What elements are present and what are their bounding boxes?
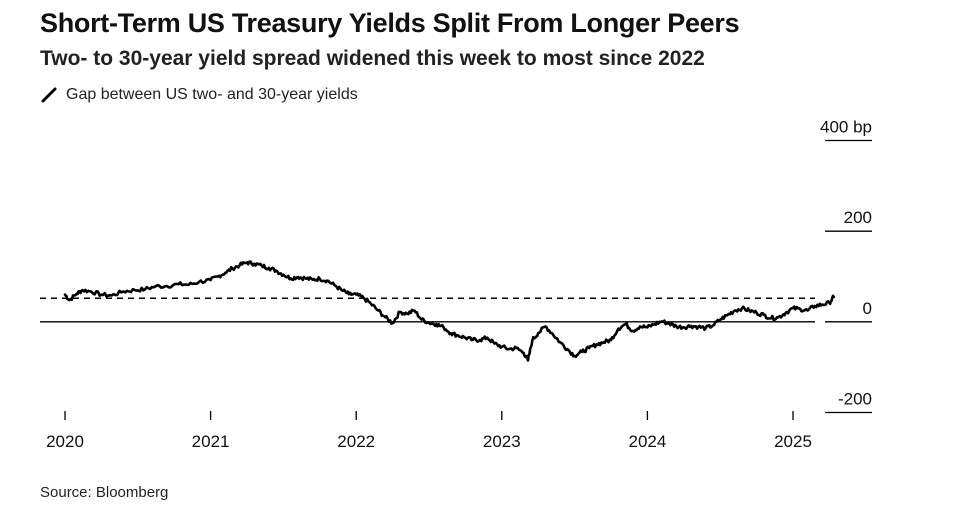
x-tick-label: 2023 [483, 432, 521, 451]
x-tick-label: 2024 [628, 432, 666, 451]
legend: Gap between US two- and 30-year yields [40, 86, 358, 104]
y-tick-label: 0 [863, 299, 872, 318]
series-line [63, 260, 836, 362]
chart-subtitle: Two- to 30-year yield spread widened thi… [40, 47, 705, 70]
legend-label: Gap between US two- and 30-year yields [66, 86, 358, 103]
x-tick-label: 2022 [337, 432, 375, 451]
x-tick-label: 2020 [46, 432, 84, 451]
x-tick-label: 2025 [774, 432, 812, 451]
y-tick-label: 400 bp [820, 118, 872, 137]
chart-title: Short-Term US Treasury Yields Split From… [40, 8, 740, 38]
x-tick-label: 2021 [192, 432, 230, 451]
y-tick-label: -200 [838, 390, 872, 409]
line-icon [41, 87, 57, 103]
source-note: Source: Bloomberg [40, 484, 169, 501]
y-tick-label: 200 [844, 208, 872, 227]
